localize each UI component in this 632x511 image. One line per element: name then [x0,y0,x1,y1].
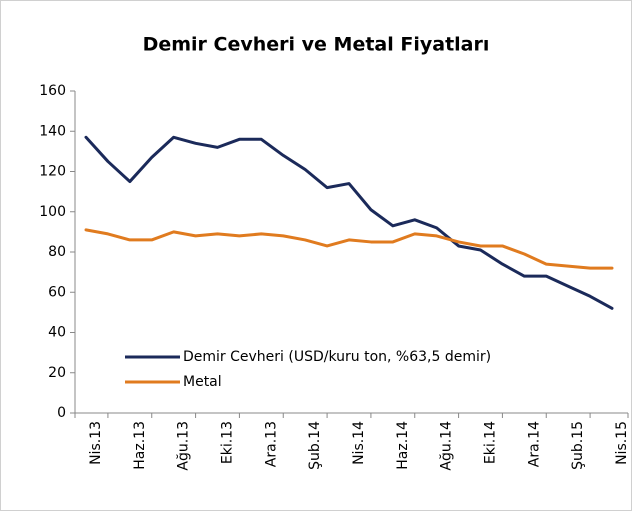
x-tick-label: Nis.14 [351,421,367,465]
x-tick-label: Ara.13 [263,421,279,467]
x-tick-label: Eki.14 [483,421,499,464]
y-tick-label: 120 [39,164,66,180]
x-tick-label: Haz.13 [132,421,148,470]
x-tick-label: Şub.15 [570,421,586,470]
x-tick-label: Haz.14 [395,421,411,470]
y-tick-label: 100 [39,204,66,220]
legend-label: Demir Cevheri (USD/kuru ton, %63,5 demir… [183,349,491,365]
line-series [84,135,614,310]
y-tick-label: 160 [39,83,66,99]
x-tick-label: Eki.13 [220,421,236,464]
legend-label: Metal [183,374,222,390]
y-tick-label: 20 [48,365,66,381]
y-tick-label: 140 [39,123,66,139]
x-tick-label: Ağu.14 [439,421,455,471]
x-tick-label: Şub.14 [307,421,323,470]
y-tick-label: 0 [57,405,66,421]
y-tick-label: 40 [48,325,66,341]
x-tick-label: Nis.15 [614,421,630,465]
line-series [84,228,614,270]
x-tick-label: Ağu.13 [176,421,192,471]
x-tick-label: Ara.14 [526,421,542,467]
y-tick-label: 60 [48,284,66,300]
chart-title: Demir Cevheri ve Metal Fiyatları [143,34,490,56]
x-tick-label: Nis.13 [88,421,104,465]
y-tick-label: 80 [48,244,66,260]
